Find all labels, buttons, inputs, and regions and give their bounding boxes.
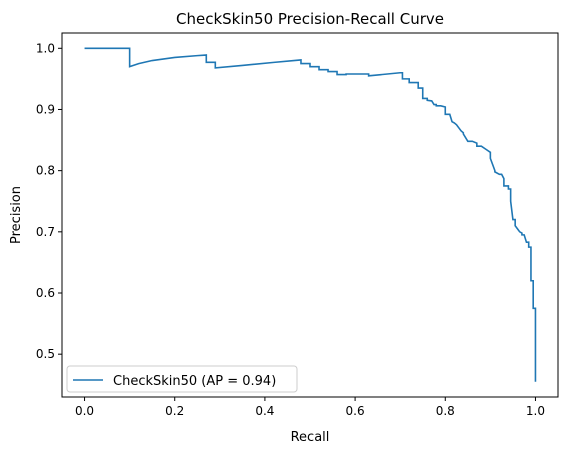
x-tick-label: 0.8 [436, 404, 455, 418]
legend: CheckSkin50 (AP = 0.94) [66, 365, 298, 393]
x-tick-label: 1.0 [526, 404, 545, 418]
plot-area: 0.0 0.2 0.4 0.6 0.8 1.0 0.5 0.6 0.7 0.8 0.9 1.0 [36, 32, 559, 418]
legend-box [66, 365, 298, 393]
x-tick-label: 0.6 [346, 404, 365, 418]
x-tick-label: 0.4 [255, 404, 274, 418]
plot-frame [61, 32, 559, 398]
chart-title: CheckSkin50 Precision-Recall Curve [176, 10, 444, 28]
y-axis-ticks: 0.5 0.6 0.7 0.8 0.9 1.0 [36, 41, 62, 361]
y-tick-label: 0.7 [36, 225, 55, 239]
y-tick-label: 0.5 [36, 347, 55, 361]
y-tick-label: 0.9 [36, 102, 55, 116]
y-axis-label: Precision [9, 186, 24, 244]
x-axis-ticks: 0.0 0.2 0.4 0.6 0.8 1.0 [75, 397, 545, 418]
series-line [84, 47, 537, 382]
x-axis-label: Recall [291, 430, 330, 445]
y-tick-label: 0.8 [36, 164, 55, 178]
series-layer [84, 47, 537, 382]
y-tick-label: 0.6 [36, 286, 55, 300]
legend-label: CheckSkin50 (AP = 0.94) [113, 374, 276, 389]
x-tick-label: 0.0 [75, 404, 94, 418]
x-tick-label: 0.2 [165, 404, 184, 418]
y-tick-label: 1.0 [36, 41, 55, 55]
